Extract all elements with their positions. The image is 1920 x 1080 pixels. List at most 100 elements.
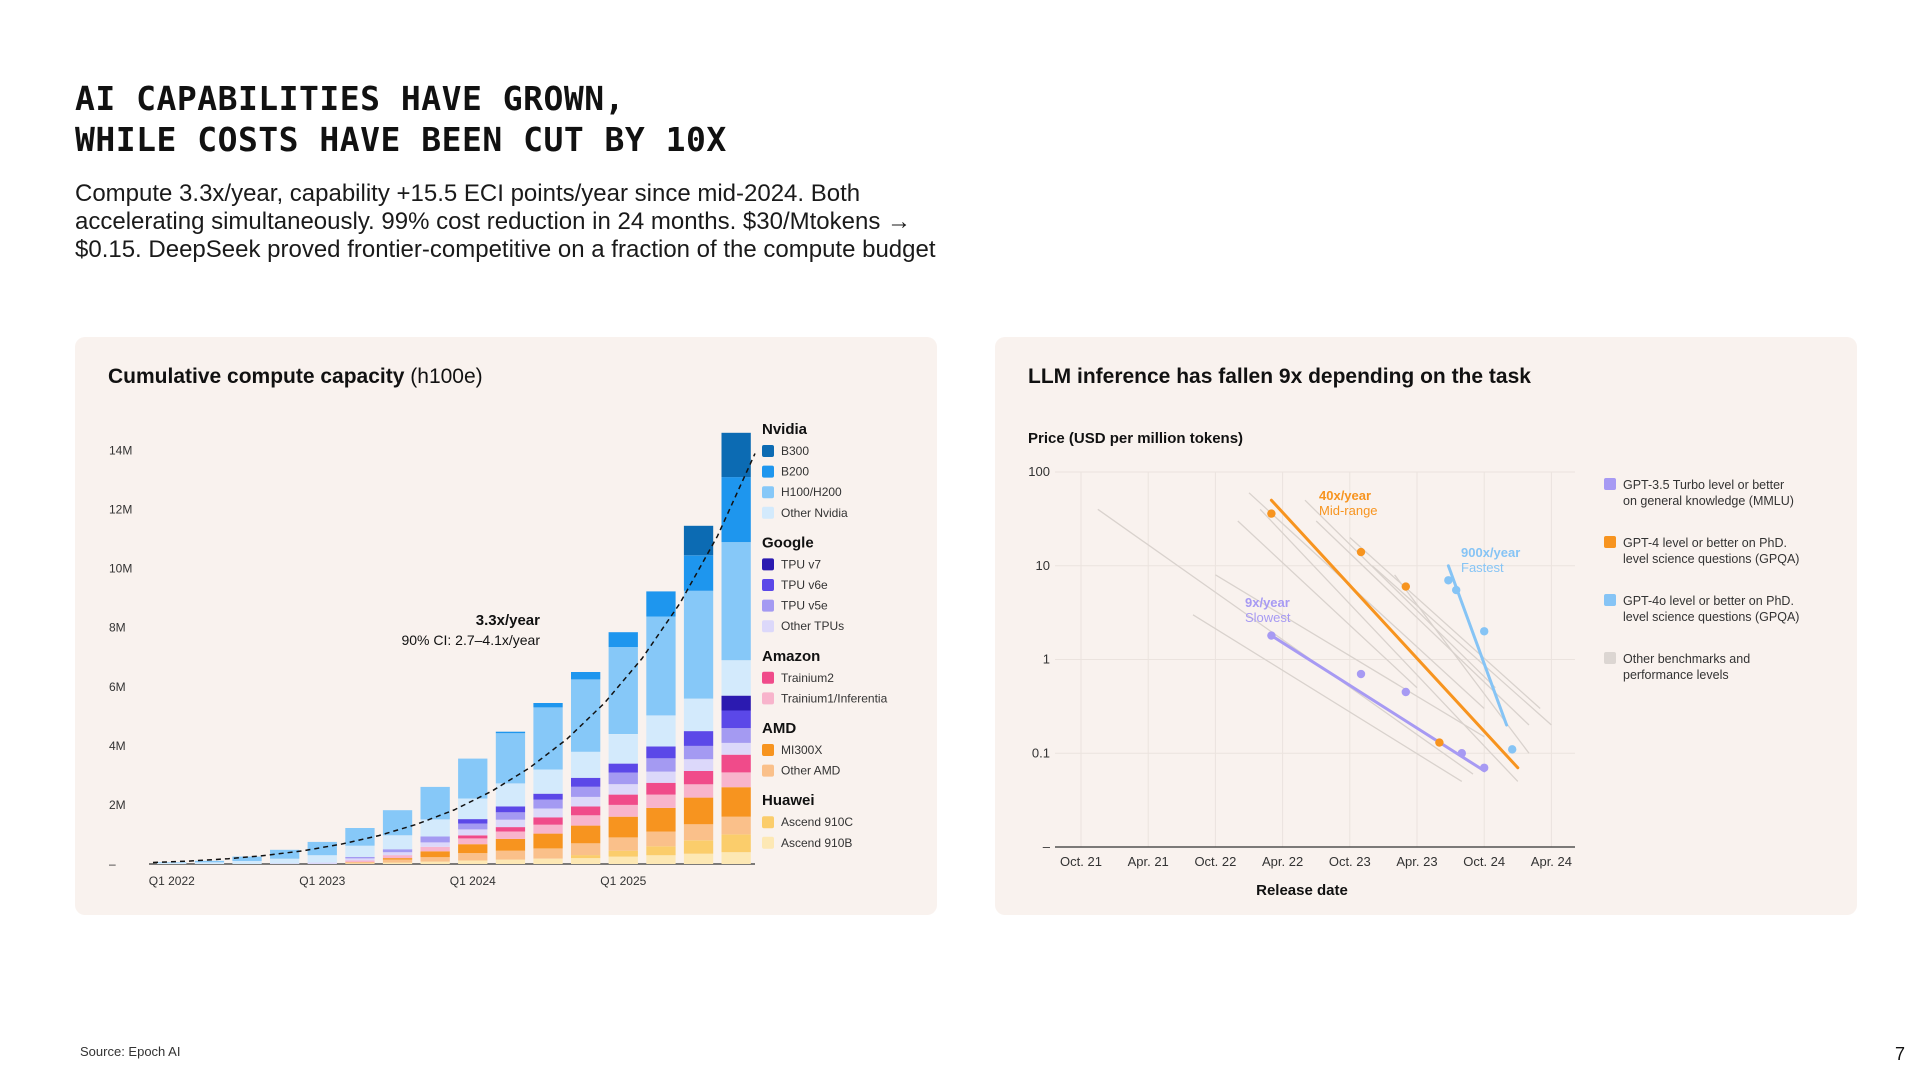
legend-swatch <box>762 465 774 478</box>
bar-segment-other-amd <box>646 831 676 847</box>
legend-item-label: GPT-4o level or better on PhD. <box>1623 594 1794 608</box>
bar-segment-b200 <box>646 591 676 617</box>
legend-item-label: on general knowledge (MMLU) <box>1623 494 1794 508</box>
bar-segment-tpu-v5e <box>646 758 676 772</box>
y-tick-label: 8M <box>109 621 126 635</box>
bar-segment-b200 <box>683 555 714 591</box>
bar-segment-mi300x <box>683 797 714 825</box>
data-point-gpqa-gpt4o <box>1452 585 1461 595</box>
other-benchmark-line <box>1248 492 1485 709</box>
x-tick-label: Apr. 22 <box>1262 854 1303 869</box>
bar-segment-other-tpus <box>458 829 488 836</box>
x-axis-title: Release date <box>1256 882 1348 899</box>
bar-segment-other-nvidia <box>683 698 714 732</box>
y-tick-label: 1 <box>1043 652 1050 667</box>
bar-segment-other-tpus <box>721 742 751 755</box>
legend-swatch <box>762 671 774 684</box>
bar-segment-other-nvidia <box>458 798 488 820</box>
legend-item-label: Ascend 910B <box>781 836 852 850</box>
bar-segment-other-tpus <box>420 842 450 847</box>
bar-segment-other-nvidia <box>533 769 563 794</box>
legend-group-nvidia: Nvidia <box>762 421 808 438</box>
bar-segment-other-tpus <box>683 759 714 771</box>
bar-segment-tpu-v5e <box>420 836 450 843</box>
legend-item-label: Other AMD <box>781 764 841 778</box>
bar-segment-ascend-910b <box>646 855 676 864</box>
bar-segment-trainium2 <box>721 754 751 773</box>
legend-item-label: Trainium1/Inferentia <box>781 691 888 705</box>
legend-item-label: Trainium2 <box>781 671 834 685</box>
y-tick-label: 6M <box>109 680 126 694</box>
y-tick-label: 2M <box>109 798 126 812</box>
bar-segment-other-nvidia <box>194 862 225 864</box>
bar-segment-tpu-v6e <box>533 793 563 800</box>
x-tick-label: Apr. 21 <box>1128 854 1169 869</box>
y-tick-label: 14M <box>109 444 132 458</box>
legend-swatch <box>762 692 774 705</box>
bar-segment-other-amd <box>571 843 601 856</box>
data-point-gpqa-gpt4 <box>1401 582 1410 591</box>
bar-segment-other-amd <box>721 816 751 835</box>
bar-segment-other-tpus <box>608 784 638 795</box>
bar-segment-tpu-v5e <box>458 823 488 830</box>
rate-sublabel-mmlu: Slowest <box>1245 610 1291 625</box>
rate-label-mmlu: 9x/year <box>1245 595 1290 610</box>
bar-segment-trainium2 <box>608 794 638 805</box>
bar-segment-b300 <box>683 525 714 556</box>
bar-segment-b200 <box>571 672 601 680</box>
legend-swatch <box>762 816 774 829</box>
legend-swatch <box>762 744 774 756</box>
bar-segment-b200 <box>608 632 638 647</box>
y-tick-label: 10M <box>109 562 132 576</box>
legend-item-label: Other TPUs <box>781 619 844 633</box>
bar-segment-b200 <box>721 477 751 543</box>
legend-group-amd: AMD <box>762 720 796 737</box>
x-tick-label: Q1 2024 <box>450 874 496 888</box>
bar-segment-other-amd <box>345 861 375 864</box>
bar-segment-other-nvidia <box>608 734 638 764</box>
y-tick-label: 10 <box>1036 558 1050 573</box>
data-point-mmlu <box>1267 631 1276 640</box>
y-tick-label: – <box>109 857 116 871</box>
bar-segment-other-amd <box>458 853 488 861</box>
rate-label-gpqa-gpt4o: 900x/year <box>1461 545 1520 560</box>
legend-item-label: performance levels <box>1623 668 1729 682</box>
bar-segment-other-tpus <box>495 819 526 828</box>
legend-item-label: GPT-3.5 Turbo level or better <box>1623 478 1784 492</box>
data-point-gpqa-gpt4o <box>1480 627 1489 636</box>
bar-segment-h100-h200 <box>458 758 488 799</box>
bar-segment-trainium1-inferentia <box>533 824 563 834</box>
legend-item-label: Other benchmarks and <box>1623 652 1750 666</box>
subtitle-line-2: accelerating simultaneously. 99% cost re… <box>75 208 911 235</box>
bar-segment-mi300x <box>495 838 526 851</box>
legend-swatch <box>762 486 774 499</box>
bar-segment-ascend-910b <box>495 859 526 864</box>
inference-chart-title: LLM inference has fallen 9x depending on… <box>1028 365 1531 388</box>
bar-segment-other-amd <box>382 859 413 863</box>
bar-segment-tpu-v6e <box>458 819 488 824</box>
legend-swatch <box>762 445 774 457</box>
y-tick-label: – <box>1043 839 1051 854</box>
bar-segment-h100-h200 <box>571 679 601 752</box>
bar-segment-other-nvidia <box>382 835 413 850</box>
bar-segment-h100-h200 <box>533 707 563 770</box>
bar-segment-trainium2 <box>571 806 601 816</box>
legend-item-label: H100/H200 <box>781 485 842 499</box>
bar-segment-other-tpus <box>345 858 375 861</box>
y-tick-label: 4M <box>109 739 126 753</box>
bar-segment-other-nvidia <box>232 861 262 864</box>
page-subtitle: Compute 3.3x/year, capability +15.5 ECI … <box>75 180 1035 264</box>
growth-rate-ci-label: 90% CI: 2.7–4.1x/year <box>401 632 540 648</box>
other-benchmark-line <box>1215 574 1485 738</box>
bar-segment-h100-h200 <box>270 849 300 859</box>
x-tick-label: Q1 2023 <box>299 874 345 888</box>
bar-segment-other-nvidia <box>345 845 375 857</box>
bar-segment-other-amd <box>533 848 563 859</box>
rate-sublabel-gpqa-gpt4: Mid-range <box>1319 503 1378 518</box>
title-line-1: AI CAPABILITIES HAVE GROWN, <box>75 79 625 118</box>
bar-segment-trainium2 <box>458 835 488 839</box>
bar-segment-trainium1-inferentia <box>495 831 526 839</box>
bar-segment-h100-h200 <box>608 646 638 734</box>
x-tick-label: Q1 2025 <box>600 874 646 888</box>
bar-segment-other-nvidia <box>157 862 187 864</box>
